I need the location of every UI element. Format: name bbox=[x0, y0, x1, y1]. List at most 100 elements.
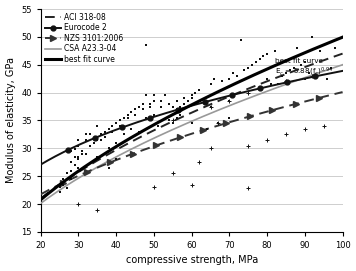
Point bbox=[328, 65, 334, 70]
Point bbox=[306, 71, 312, 75]
Point bbox=[226, 99, 232, 103]
Point bbox=[79, 152, 85, 156]
Point bbox=[106, 127, 111, 131]
Point bbox=[197, 88, 202, 92]
Point bbox=[309, 35, 315, 39]
Point bbox=[68, 168, 74, 173]
Point bbox=[125, 113, 130, 117]
Point bbox=[129, 110, 134, 114]
Point bbox=[257, 57, 262, 61]
Point bbox=[94, 124, 100, 128]
Point bbox=[106, 166, 111, 170]
Point bbox=[245, 186, 251, 191]
Point bbox=[72, 147, 78, 151]
Point bbox=[226, 76, 232, 81]
Point bbox=[102, 135, 108, 139]
Point bbox=[181, 96, 187, 100]
Point bbox=[110, 130, 115, 134]
Point bbox=[64, 186, 70, 191]
Point bbox=[68, 149, 74, 153]
Point bbox=[140, 102, 146, 106]
Point bbox=[215, 121, 221, 125]
Point bbox=[75, 143, 81, 148]
X-axis label: compressive strength, MPa: compressive strength, MPa bbox=[126, 256, 258, 265]
Point bbox=[170, 118, 176, 122]
Point bbox=[110, 124, 115, 128]
Point bbox=[132, 113, 138, 117]
Point bbox=[211, 76, 217, 81]
Point bbox=[136, 130, 142, 134]
Point bbox=[189, 121, 194, 125]
Point bbox=[143, 115, 149, 120]
Point bbox=[143, 43, 149, 47]
Point bbox=[162, 93, 168, 98]
Point bbox=[57, 185, 62, 189]
Point bbox=[287, 68, 293, 73]
Point bbox=[291, 65, 297, 70]
Point bbox=[91, 141, 96, 145]
Y-axis label: Modulus of elasticity, GPa: Modulus of elasticity, GPa bbox=[6, 57, 16, 183]
Point bbox=[208, 146, 213, 150]
Point bbox=[204, 127, 210, 131]
Point bbox=[226, 99, 232, 103]
Point bbox=[264, 76, 270, 81]
Point bbox=[261, 54, 266, 59]
Point bbox=[189, 93, 194, 98]
Point bbox=[272, 49, 278, 53]
Point bbox=[83, 132, 89, 137]
Point bbox=[276, 82, 281, 86]
Point bbox=[197, 160, 202, 164]
Point bbox=[245, 143, 251, 148]
Point bbox=[283, 79, 289, 84]
Point bbox=[151, 185, 157, 189]
Legend: ACI 318-08, Eurocode 2, NZS 3101:2006, CSA A23.3-04, best fit curve: ACI 318-08, Eurocode 2, NZS 3101:2006, C… bbox=[43, 11, 125, 66]
Point bbox=[245, 91, 251, 95]
Point bbox=[226, 115, 232, 120]
Point bbox=[83, 152, 89, 156]
Point bbox=[72, 163, 78, 167]
Point bbox=[302, 60, 308, 64]
Point bbox=[143, 93, 149, 98]
Point bbox=[151, 113, 157, 117]
Point bbox=[264, 51, 270, 56]
Point bbox=[75, 166, 81, 170]
Point bbox=[283, 132, 289, 137]
Point bbox=[197, 88, 202, 92]
Point bbox=[189, 96, 194, 100]
Point bbox=[117, 124, 123, 128]
Point bbox=[147, 104, 153, 109]
Point bbox=[94, 154, 100, 159]
Point bbox=[178, 113, 183, 117]
Point bbox=[208, 104, 213, 109]
Point bbox=[61, 182, 66, 187]
Point bbox=[189, 182, 194, 187]
Point bbox=[94, 207, 100, 212]
Point bbox=[147, 102, 153, 106]
Point bbox=[75, 138, 81, 142]
Point bbox=[136, 104, 142, 109]
Point bbox=[253, 60, 259, 64]
Point bbox=[166, 102, 172, 106]
Point bbox=[166, 118, 172, 122]
Point bbox=[155, 124, 161, 128]
Point bbox=[64, 171, 70, 176]
Point bbox=[170, 121, 176, 125]
Point bbox=[298, 63, 304, 67]
Point bbox=[83, 138, 89, 142]
Point bbox=[230, 71, 236, 75]
Point bbox=[140, 107, 146, 111]
Point bbox=[238, 37, 244, 42]
Point bbox=[159, 99, 164, 103]
Point bbox=[332, 46, 338, 50]
Point bbox=[151, 99, 157, 103]
Point bbox=[208, 104, 213, 109]
Point bbox=[178, 104, 183, 109]
Point bbox=[170, 171, 176, 176]
Point bbox=[249, 63, 255, 67]
Point bbox=[106, 146, 111, 150]
Point bbox=[72, 154, 78, 159]
Point bbox=[170, 104, 176, 109]
Point bbox=[87, 132, 93, 137]
Point bbox=[181, 102, 187, 106]
Point bbox=[325, 76, 330, 81]
